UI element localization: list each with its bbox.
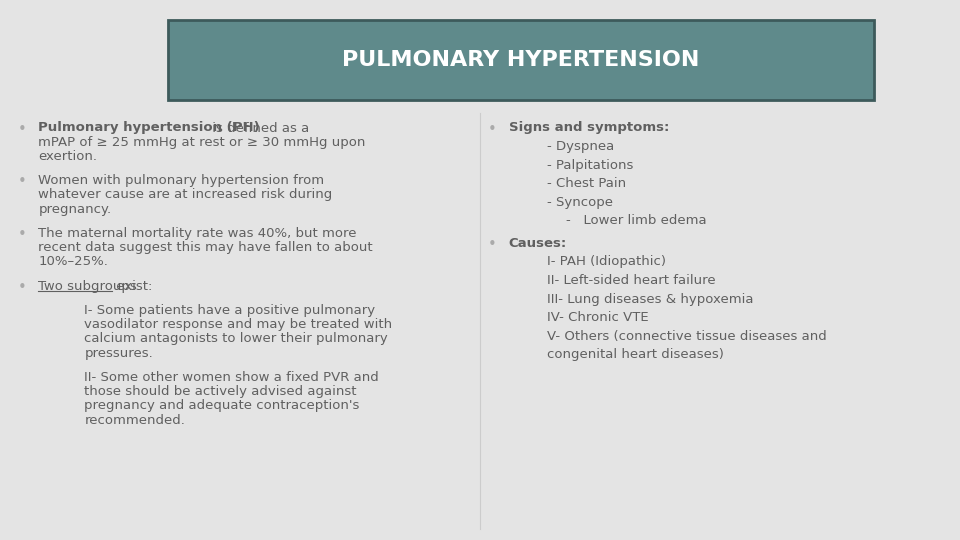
Text: - Syncope: - Syncope	[547, 195, 613, 208]
Text: II- Left-sided heart failure: II- Left-sided heart failure	[547, 274, 716, 287]
Text: •: •	[17, 280, 26, 295]
Text: recent data suggest this may have fallen to about: recent data suggest this may have fallen…	[38, 241, 373, 254]
Text: I- Some patients have a positive pulmonary: I- Some patients have a positive pulmona…	[84, 304, 375, 317]
Text: Women with pulmonary hypertension from: Women with pulmonary hypertension from	[38, 174, 324, 187]
Text: •: •	[488, 237, 496, 252]
Text: The maternal mortality rate was 40%, but more: The maternal mortality rate was 40%, but…	[38, 227, 357, 240]
Text: pregnancy.: pregnancy.	[38, 202, 111, 215]
Text: - Dyspnea: - Dyspnea	[547, 140, 614, 153]
Text: vasodilator response and may be treated with: vasodilator response and may be treated …	[84, 318, 393, 331]
Text: Causes:: Causes:	[509, 237, 567, 250]
Text: recommended.: recommended.	[84, 414, 185, 427]
Text: II- Some other women show a fixed PVR and: II- Some other women show a fixed PVR an…	[84, 371, 379, 384]
Text: - Chest Pain: - Chest Pain	[547, 177, 626, 190]
Text: III- Lung diseases & hypoxemia: III- Lung diseases & hypoxemia	[547, 293, 754, 306]
Text: - Palpitations: - Palpitations	[547, 159, 634, 172]
Text: Pulmonary hypertension (PH): Pulmonary hypertension (PH)	[38, 122, 260, 134]
Text: PULMONARY HYPERTENSION: PULMONARY HYPERTENSION	[342, 50, 700, 70]
Text: I- PAH (Idiopathic): I- PAH (Idiopathic)	[547, 255, 666, 268]
FancyBboxPatch shape	[168, 20, 874, 100]
Text: V- Others (connective tissue diseases and: V- Others (connective tissue diseases an…	[547, 329, 827, 342]
Text: is defined as a: is defined as a	[207, 122, 309, 134]
Text: •: •	[17, 122, 26, 137]
Text: those should be actively advised against: those should be actively advised against	[84, 385, 357, 398]
Text: whatever cause are at increased risk during: whatever cause are at increased risk dur…	[38, 188, 333, 201]
Text: •: •	[17, 174, 26, 189]
Text: congenital heart diseases): congenital heart diseases)	[547, 348, 724, 361]
Text: calcium antagonists to lower their pulmonary: calcium antagonists to lower their pulmo…	[84, 333, 388, 346]
Text: Signs and symptoms:: Signs and symptoms:	[509, 122, 669, 134]
Text: Two subgroups: Two subgroups	[38, 280, 137, 293]
Text: exertion.: exertion.	[38, 150, 97, 163]
Text: -   Lower limb edema: - Lower limb edema	[566, 214, 707, 227]
Text: 10%–25%.: 10%–25%.	[38, 255, 108, 268]
Text: •: •	[488, 122, 496, 137]
Text: mPAP of ≥ 25 mmHg at rest or ≥ 30 mmHg upon: mPAP of ≥ 25 mmHg at rest or ≥ 30 mmHg u…	[38, 136, 366, 148]
Text: pregnancy and adequate contraception's: pregnancy and adequate contraception's	[84, 400, 360, 413]
Text: pressures.: pressures.	[84, 347, 154, 360]
Text: IV- Chronic VTE: IV- Chronic VTE	[547, 311, 649, 324]
Text: exist:: exist:	[112, 280, 153, 293]
Text: •: •	[17, 227, 26, 242]
